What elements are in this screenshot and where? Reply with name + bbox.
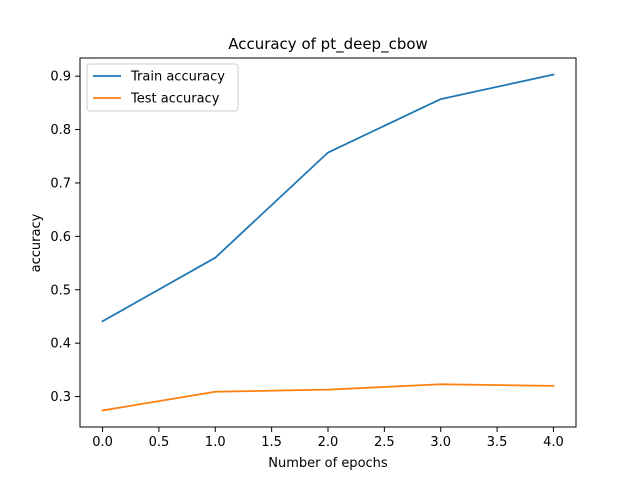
x-tick-label: 1.5	[261, 435, 282, 450]
series-lines	[101, 73, 555, 412]
y-axis-label: accuracy	[29, 213, 44, 272]
series-line-train-accuracy	[101, 73, 555, 323]
legend: Train accuracy Test accuracy	[86, 63, 239, 112]
chart-title: Accuracy of pt_deep_cbow	[228, 35, 428, 54]
x-axis: 0.0 0.5 1.0 1.5 2.0 2.5 3.0 3.5 4.0	[92, 427, 564, 450]
plot-frame	[79, 57, 577, 428]
legend-label: Train accuracy	[130, 70, 225, 85]
legend-box	[86, 63, 239, 112]
x-tick-label: 2.0	[318, 435, 339, 450]
y-tick-label: 0.3	[50, 390, 71, 405]
legend-label: Test accuracy	[130, 92, 220, 107]
y-tick-label: 0.4	[50, 337, 71, 352]
y-tick-label: 0.9	[50, 70, 71, 85]
y-axis: 0.3 0.4 0.5 0.6 0.7 0.8 0.9	[50, 70, 80, 405]
x-tick-label: 0.0	[92, 435, 113, 450]
series-line-test-accuracy	[101, 383, 555, 412]
y-tick-label: 0.6	[50, 230, 71, 245]
x-tick-label: 3.5	[487, 435, 508, 450]
y-tick-label: 0.5	[50, 283, 71, 298]
x-tick-label: 2.5	[374, 435, 395, 450]
x-tick-label: 3.0	[430, 435, 451, 450]
x-tick-label: 4.0	[543, 435, 564, 450]
y-tick-label: 0.8	[50, 123, 71, 138]
x-tick-label: 1.0	[205, 435, 226, 450]
x-axis-label: Number of epochs	[268, 456, 388, 471]
x-tick-label: 0.5	[149, 435, 170, 450]
plot-area	[79, 57, 577, 428]
y-tick-label: 0.7	[50, 176, 71, 191]
